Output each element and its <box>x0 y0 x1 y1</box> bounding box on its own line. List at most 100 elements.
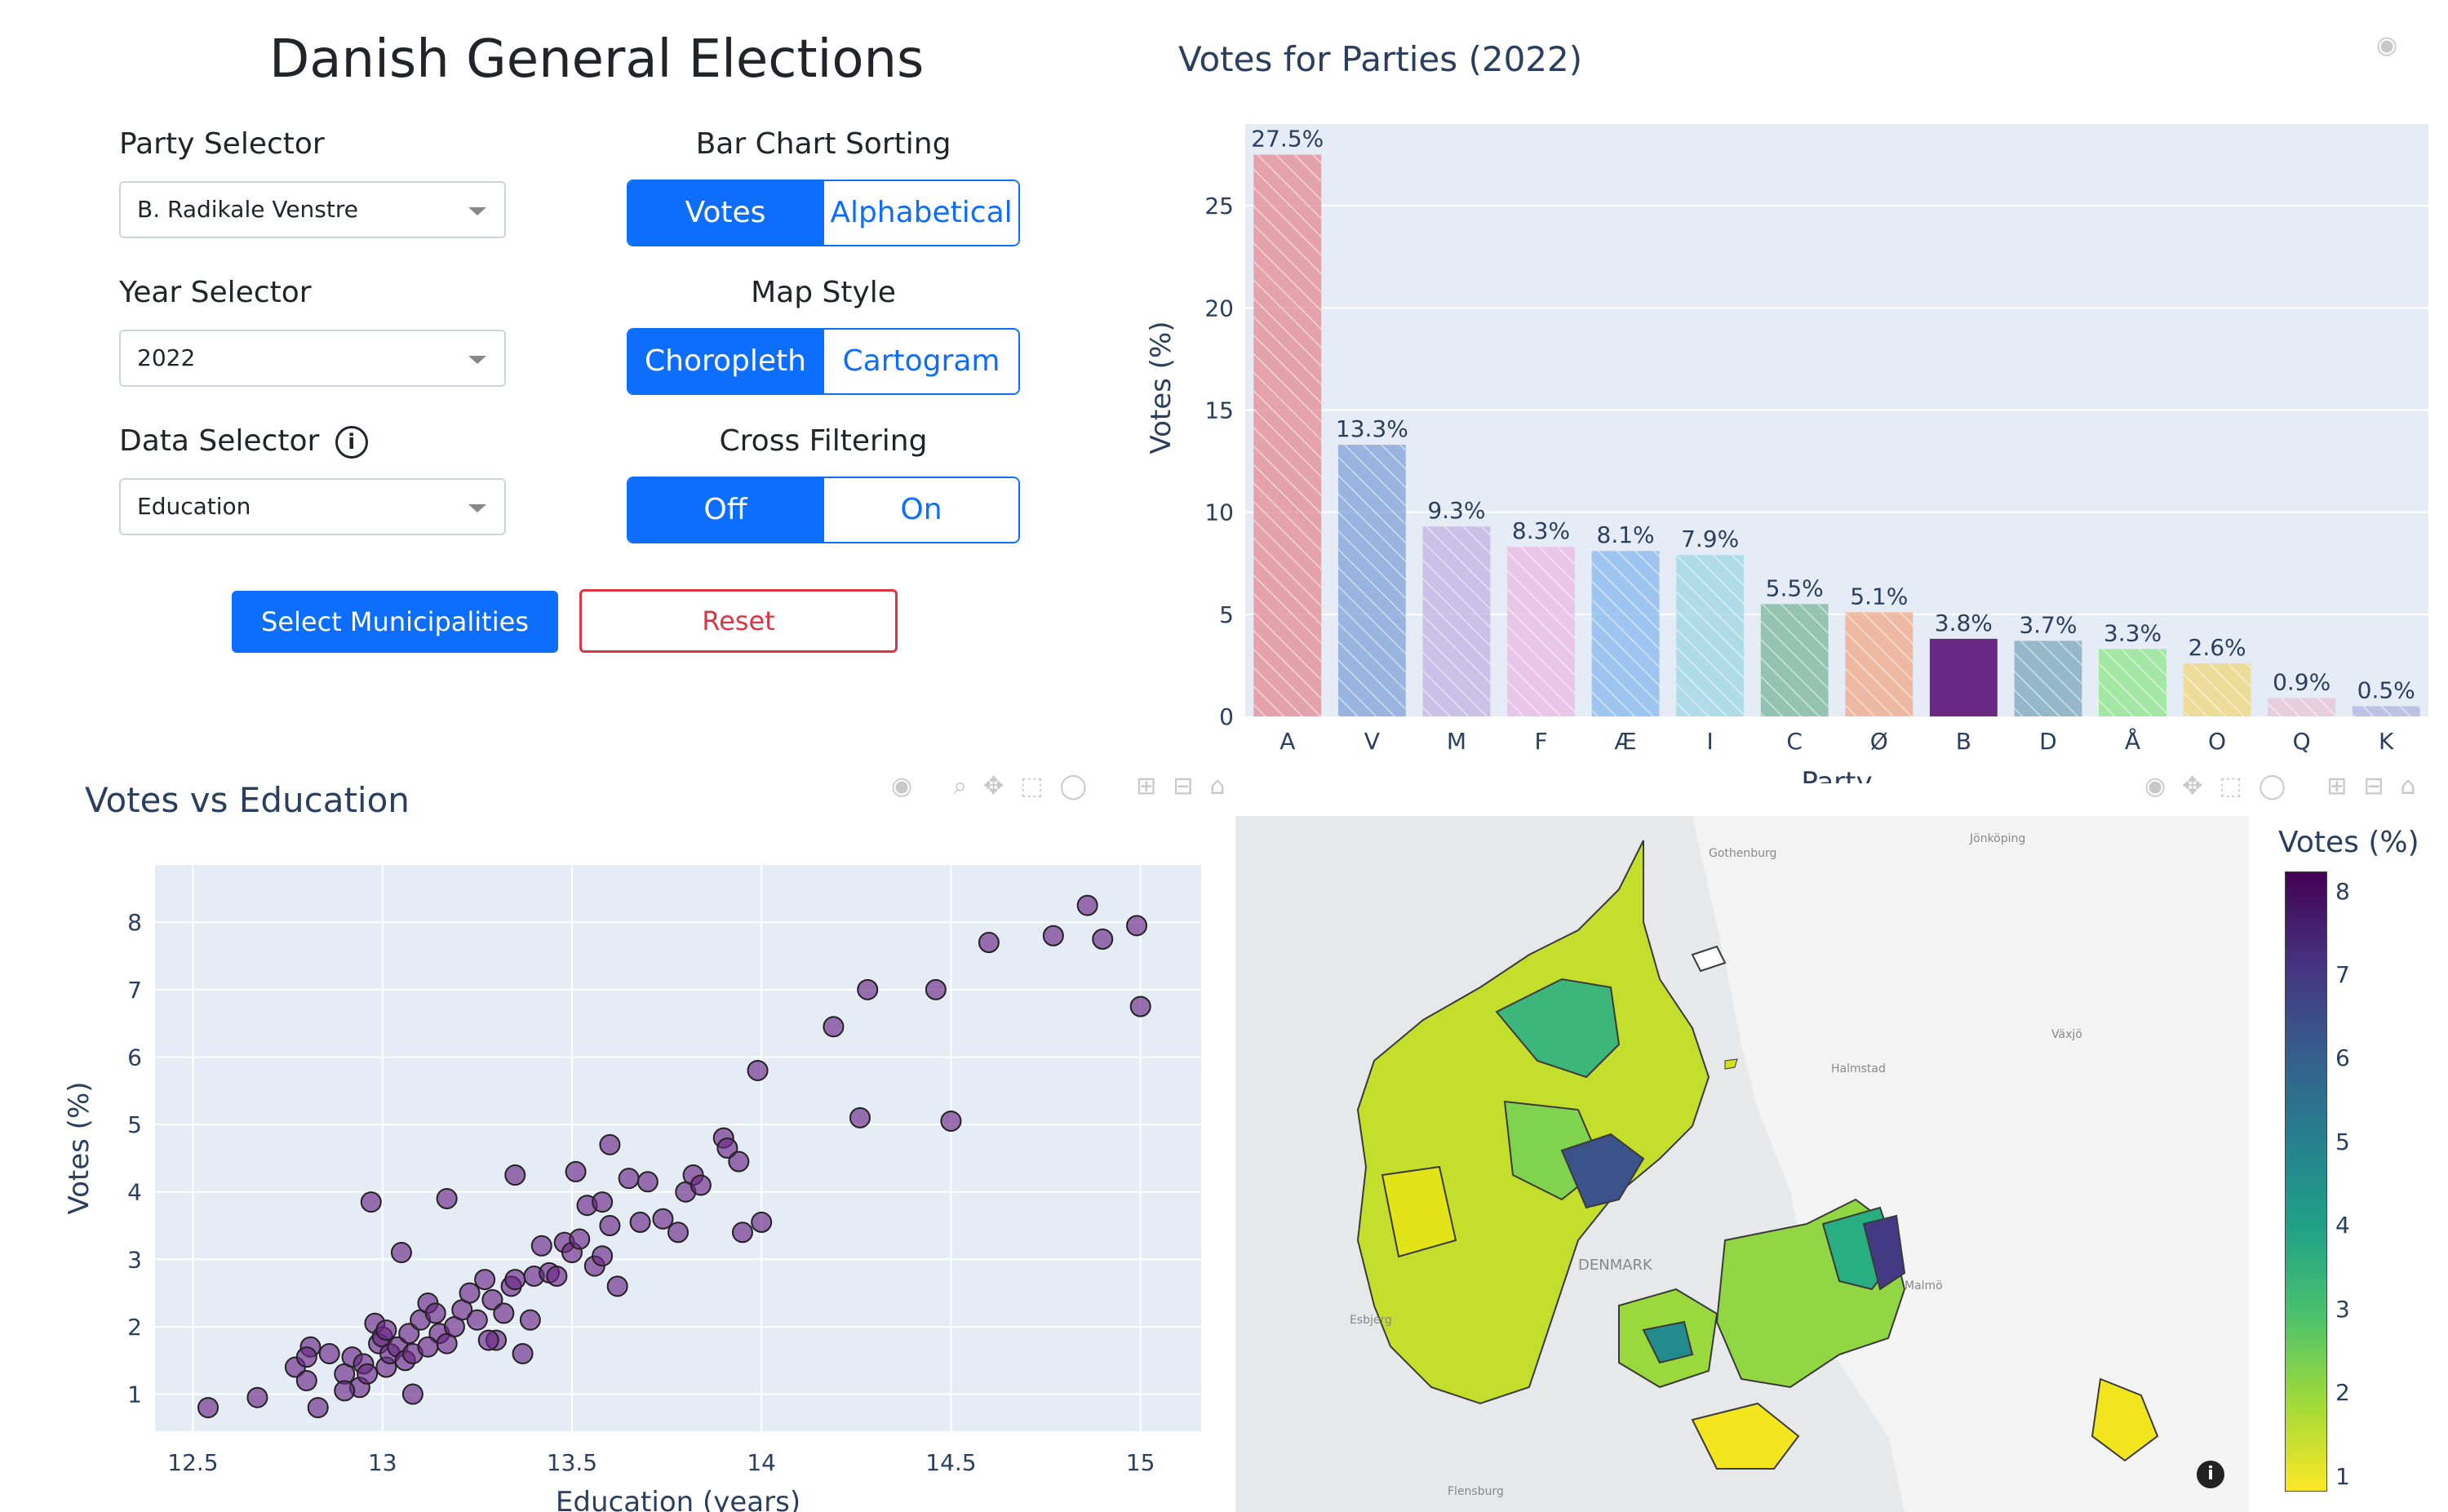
scatter-point[interactable] <box>530 1235 552 1257</box>
scatter-point[interactable] <box>436 1187 458 1209</box>
box-select-icon[interactable]: ⬚ <box>1020 772 1044 800</box>
scatter-point[interactable] <box>481 1288 503 1310</box>
bar-B[interactable] <box>1929 638 1998 716</box>
scatter-point[interactable] <box>857 978 879 1000</box>
west-jutland-region[interactable] <box>1381 1165 1457 1258</box>
zoom-out-icon[interactable]: ⊟ <box>2363 772 2384 800</box>
scatter-point[interactable] <box>652 1208 674 1230</box>
scatter-point[interactable] <box>925 978 947 1000</box>
scatter-point[interactable] <box>978 932 1000 954</box>
scatter-point[interactable] <box>360 1191 382 1213</box>
year-selector-dropdown[interactable]: 2022 <box>119 330 506 387</box>
scatter-point[interactable] <box>417 1336 439 1358</box>
scatter-point[interactable] <box>504 1164 526 1186</box>
reset-button[interactable]: Reset <box>579 589 898 653</box>
copenhagen-region[interactable] <box>1862 1214 1906 1291</box>
scatter-point[interactable] <box>398 1323 420 1345</box>
scatter-point[interactable] <box>565 1160 587 1182</box>
scatter-point[interactable] <box>1129 995 1151 1018</box>
zoom-in-icon[interactable]: ⊞ <box>1136 772 1157 800</box>
aalborg-region[interactable] <box>1495 978 1621 1079</box>
scatter-point[interactable] <box>747 1059 769 1081</box>
aarhus-region[interactable] <box>1560 1133 1645 1209</box>
scatter-point[interactable] <box>401 1383 424 1405</box>
cross-filter-on-button[interactable]: On <box>823 478 1018 542</box>
scatter-point[interactable] <box>504 1269 526 1291</box>
lolland-region[interactable] <box>1691 1402 1800 1470</box>
home-icon[interactable]: ⌂ <box>2400 772 2416 800</box>
choropleth-map[interactable]: Gothenburg Jönköping Halmstad Växjö DENM… <box>1235 816 2249 1512</box>
scatter-point[interactable] <box>459 1282 481 1304</box>
bornholm-region[interactable] <box>2091 1377 2159 1462</box>
y-tick-label: 1 <box>127 1381 142 1408</box>
cross-filter-off-button[interactable]: Off <box>628 478 823 542</box>
scatter-point[interactable] <box>1042 924 1064 947</box>
camera-icon[interactable]: ◉ <box>891 772 913 800</box>
scatter-point[interactable] <box>940 1110 962 1132</box>
pan-icon[interactable]: ✥ <box>2182 772 2203 800</box>
scatter-point[interactable] <box>546 1265 568 1287</box>
scatter-point[interactable] <box>474 1269 496 1291</box>
scatter-point[interactable] <box>599 1133 621 1155</box>
info-icon[interactable]: i <box>335 426 368 459</box>
scatter-point[interactable] <box>519 1309 541 1331</box>
scatter-point[interactable] <box>751 1211 773 1233</box>
scatter-point[interactable] <box>424 1302 446 1324</box>
scatter-point[interactable] <box>318 1342 340 1364</box>
home-icon[interactable]: ⌂ <box>1209 772 1226 800</box>
bar-data-label: 5.5% <box>1766 574 1824 601</box>
scatter-point[interactable] <box>334 1380 356 1402</box>
scatter-point[interactable] <box>246 1386 268 1408</box>
lasso-select-icon[interactable]: ◯ <box>1059 772 1088 800</box>
x-tick-label: B <box>1956 728 1971 755</box>
scatter-point[interactable] <box>667 1222 689 1244</box>
scatter-point[interactable] <box>606 1275 628 1297</box>
sort-alphabetical-button[interactable]: Alphabetical <box>823 181 1018 245</box>
sort-votes-button[interactable]: Votes <box>628 181 823 245</box>
cartogram-button[interactable]: Cartogram <box>823 330 1018 393</box>
scatter-point[interactable] <box>307 1397 329 1419</box>
bar-data-label: 3.3% <box>2104 619 2162 646</box>
scatter-point[interactable] <box>629 1211 651 1233</box>
zoom-icon[interactable]: ⌕ <box>953 772 967 800</box>
map-info-icon[interactable]: i <box>2197 1461 2224 1488</box>
scatter-point[interactable] <box>569 1228 591 1250</box>
party-selector-dropdown[interactable]: B. Radikale Venstre <box>119 181 506 238</box>
zoom-in-icon[interactable]: ⊞ <box>2326 772 2348 800</box>
bar-hatch <box>1845 612 1914 716</box>
pan-icon[interactable]: ✥ <box>983 772 1004 800</box>
scatter-point[interactable] <box>592 1191 614 1213</box>
box-select-icon[interactable]: ⬚ <box>2219 772 2242 800</box>
scatter-point[interactable] <box>1076 894 1098 916</box>
scatter-point[interactable] <box>466 1309 488 1331</box>
zoom-out-icon[interactable]: ⊟ <box>1173 772 1194 800</box>
camera-icon[interactable]: ◉ <box>2376 31 2398 60</box>
scatter-point[interactable] <box>636 1171 659 1193</box>
scatter-point[interactable] <box>357 1363 379 1385</box>
scatter-point[interactable] <box>493 1302 515 1324</box>
scatter-point[interactable] <box>728 1151 750 1173</box>
scatter-point[interactable] <box>823 1016 845 1038</box>
scatter-point[interactable] <box>477 1329 499 1351</box>
scatter-point[interactable] <box>690 1174 712 1196</box>
odense-region[interactable] <box>1642 1320 1694 1364</box>
scatter-point[interactable] <box>390 1242 412 1264</box>
scatter-point[interactable] <box>197 1397 220 1419</box>
data-selector-dropdown[interactable]: Education <box>119 478 506 535</box>
scatter-point[interactable] <box>295 1346 317 1368</box>
choropleth-button[interactable]: Choropleth <box>628 330 823 393</box>
camera-icon[interactable]: ◉ <box>2144 772 2166 800</box>
scatter-point[interactable] <box>592 1245 614 1267</box>
scatter-point[interactable] <box>849 1106 871 1128</box>
scatter-point[interactable] <box>1092 928 1114 950</box>
select-municipalities-button[interactable]: Select Municipalities <box>232 591 558 653</box>
scatter-point[interactable] <box>618 1168 640 1190</box>
scatter-point[interactable] <box>1126 915 1148 937</box>
scatter-point[interactable] <box>599 1215 621 1237</box>
lasso-select-icon[interactable]: ◯ <box>2258 772 2286 800</box>
scatter-point[interactable] <box>375 1319 397 1341</box>
scatter-point[interactable] <box>731 1222 753 1244</box>
scatter-point[interactable] <box>295 1370 317 1392</box>
scatter-point[interactable] <box>512 1342 534 1364</box>
scatter-point[interactable] <box>716 1137 738 1159</box>
